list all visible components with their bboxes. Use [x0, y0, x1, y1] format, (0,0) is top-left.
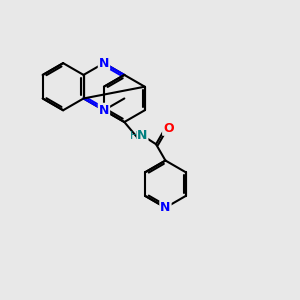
- Text: H: H: [130, 131, 138, 141]
- Text: N: N: [137, 129, 148, 142]
- Text: N: N: [99, 57, 109, 70]
- Text: N: N: [99, 104, 109, 117]
- Text: N: N: [160, 201, 171, 214]
- Text: O: O: [163, 122, 174, 135]
